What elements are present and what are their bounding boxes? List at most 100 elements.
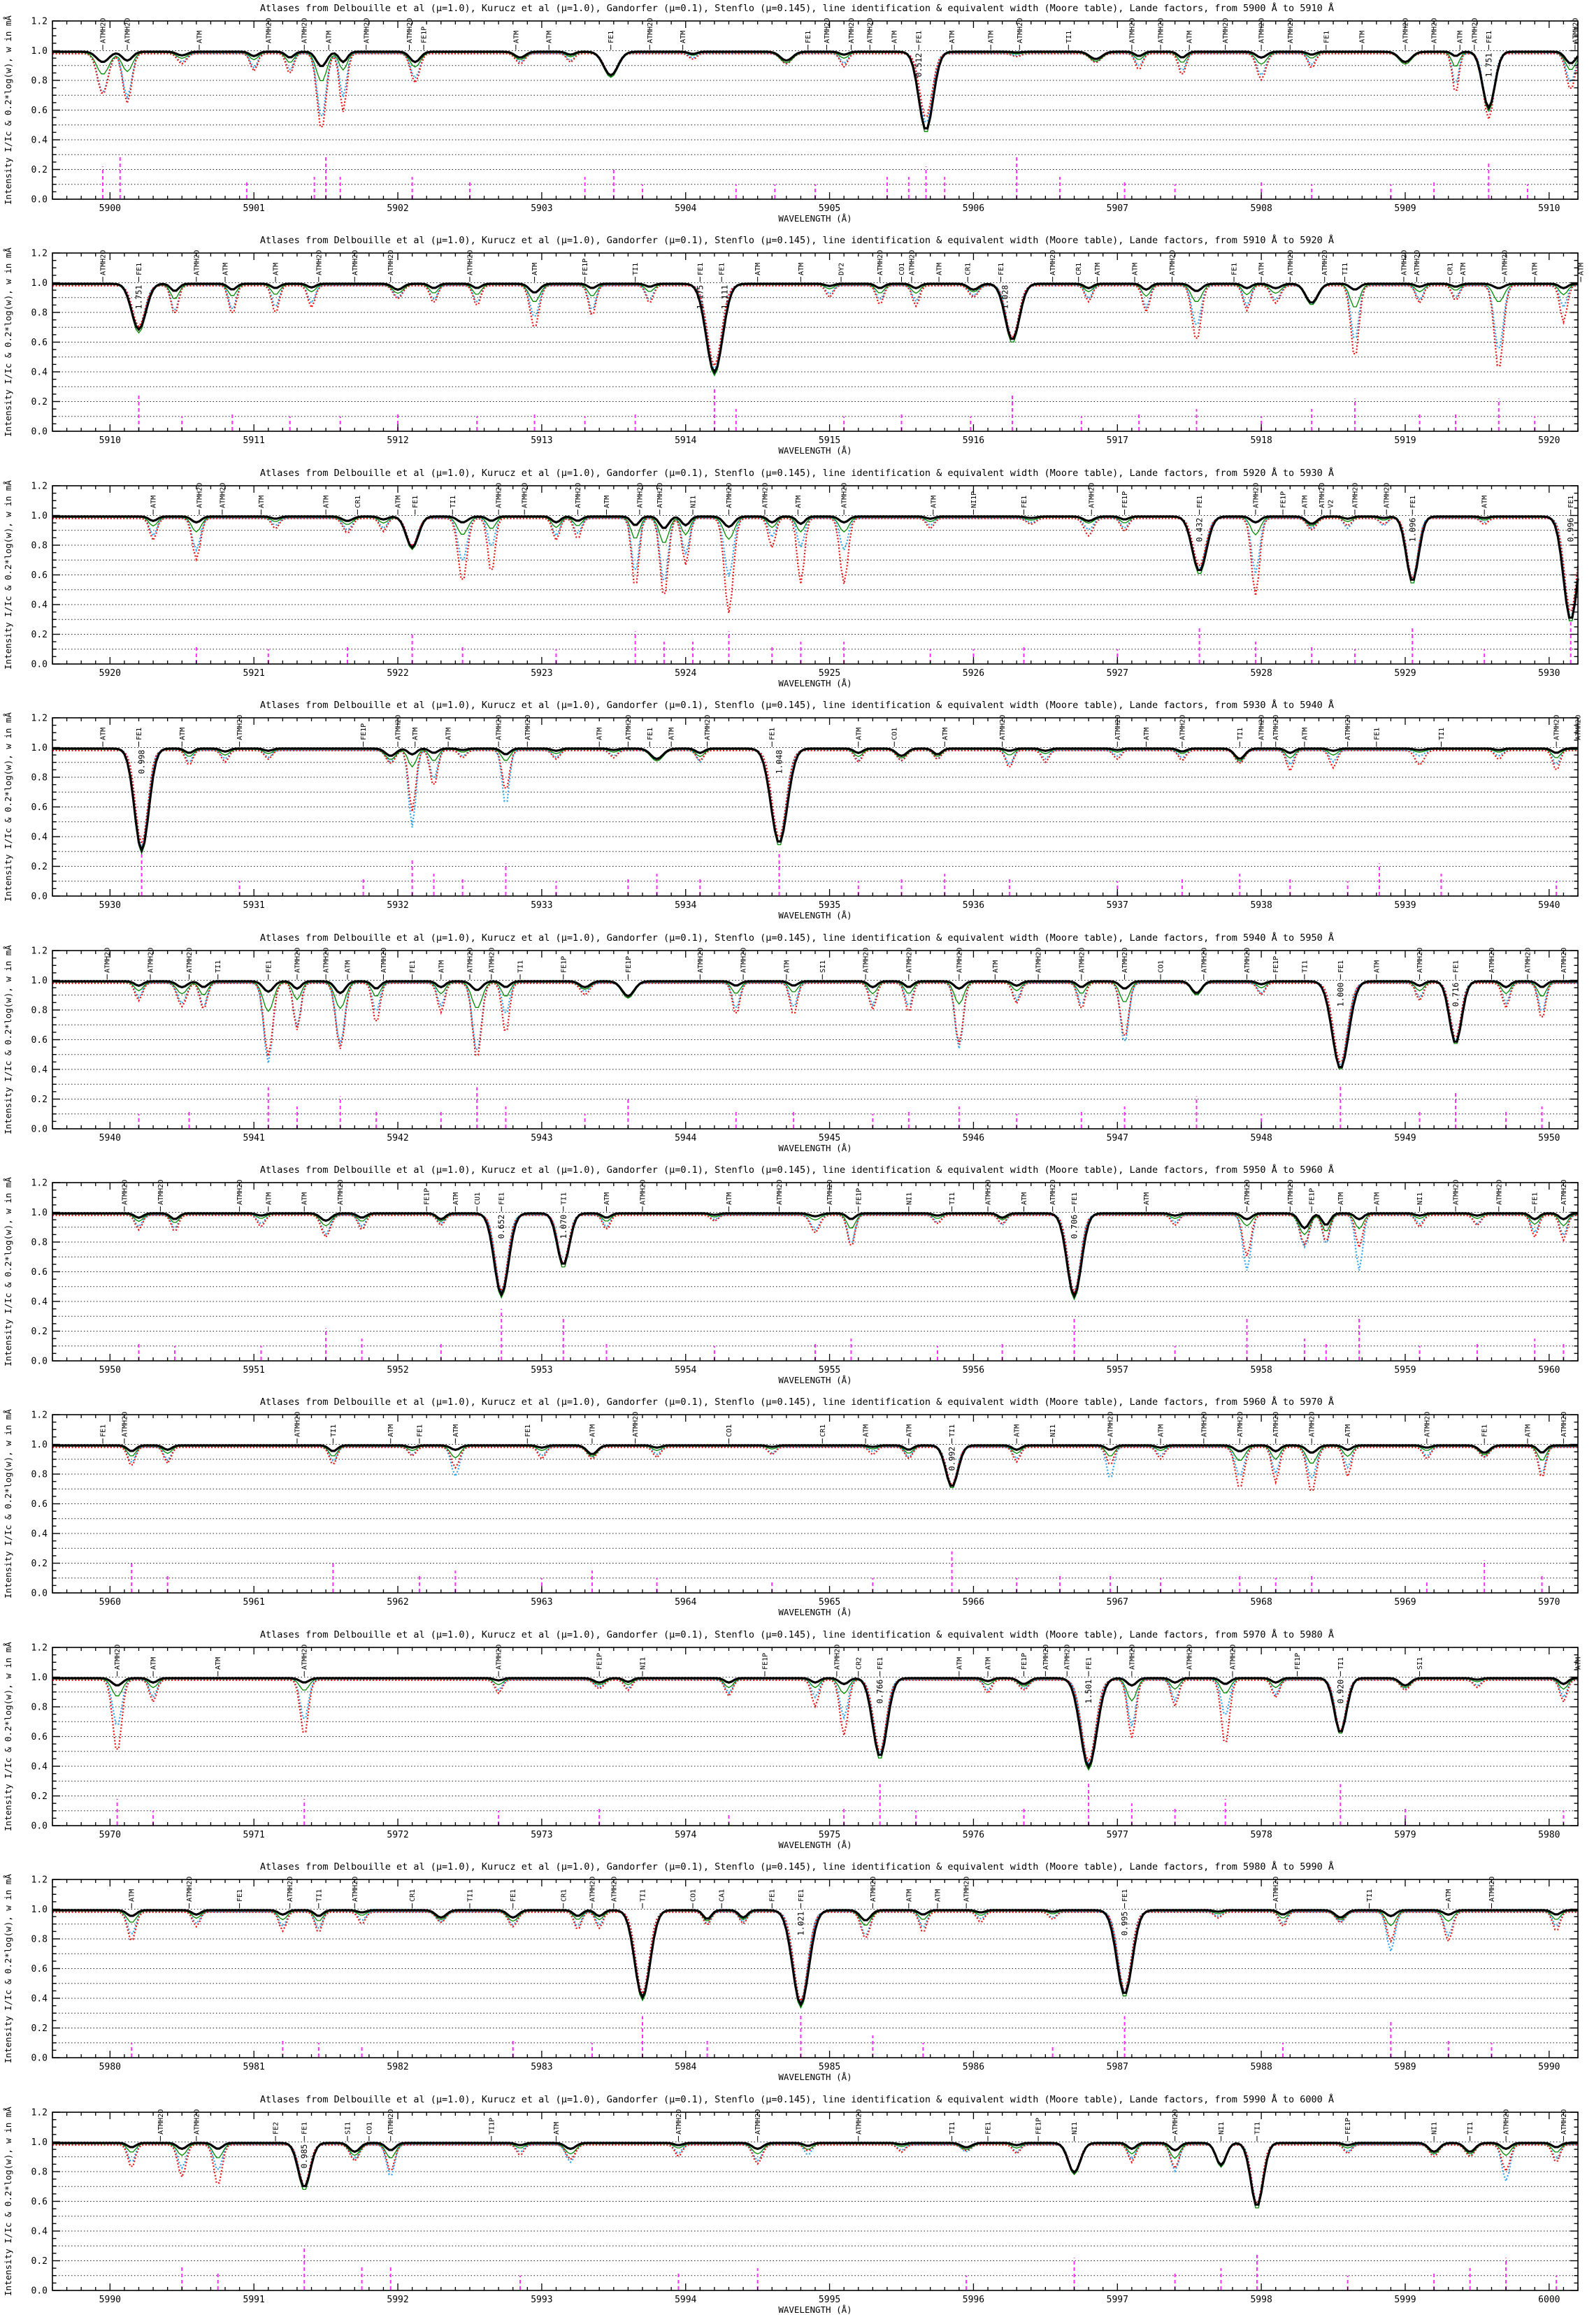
line-id-label: ATMH2O (1431, 18, 1439, 43)
x-tick-label: 5979 (1394, 1830, 1416, 1840)
line-id-label: ATMH2O (985, 1180, 993, 1205)
lande-factor-label: 1.111 (719, 285, 729, 310)
lande-factor-label: 0.652 (496, 1215, 506, 1239)
line-id-label: ATMH2O (1524, 948, 1532, 973)
line-id-label: TI1 (1342, 263, 1349, 275)
y-tick-label: 0.8 (31, 1703, 48, 1713)
line-id-label: ATMH2O (1237, 1412, 1244, 1437)
line-id-label: ATMH2O (754, 2109, 762, 2135)
line-id-label: TI1 (949, 1424, 956, 1437)
line-id-label: FE1 (524, 1424, 532, 1437)
y-axis-title: Intensity I/Ic & 0.2*log(w), w in mÅ (3, 712, 13, 902)
kurucz-curve (52, 52, 1579, 132)
line-id-label: CO1 (366, 2122, 373, 2135)
x-tick-label: 5981 (243, 2062, 265, 2072)
line-id-label: TI1 (560, 1192, 568, 1205)
line-id-label: TI1 (315, 1889, 323, 1902)
panel-plot: Atlases from Delbouille et al (μ=1.0), K… (3, 2093, 1579, 2315)
y-tick-label: 0.6 (31, 1267, 48, 1278)
x-tick-label: 5991 (243, 2295, 265, 2305)
line-id-label: SI1 (344, 2122, 352, 2135)
line-id-label: ATM (1186, 31, 1194, 43)
x-tick-label: 5984 (675, 2062, 696, 2072)
x-tick-label: 5946 (963, 1133, 984, 1143)
line-id-label: FE1P (1021, 1653, 1028, 1670)
line-id-label: ATM (668, 728, 676, 740)
line-id-label: ATMH2O (1495, 1180, 1503, 1205)
line-id-label: FE1 (416, 1424, 424, 1437)
spectrum-panel-5930-5940: Atlases from Delbouille et al (μ=1.0), K… (0, 697, 1594, 930)
line-id-label: CO1 (891, 728, 899, 740)
x-tick-label: 5936 (963, 900, 984, 911)
y-tick-label: 0.8 (31, 76, 48, 87)
line-id-label: FE1 (100, 1424, 108, 1437)
line-id-label: ATMH2O (1384, 483, 1391, 508)
line-id-label: ATMH2O (1351, 483, 1359, 508)
line-id-label: ATMH2O (1502, 250, 1509, 275)
line-id-label: ATM (798, 263, 805, 275)
gandorfer-curve (52, 1446, 1578, 1491)
lande-factor-label: 1.028 (1000, 285, 1010, 310)
x-tick-label: 5933 (531, 900, 552, 911)
line-id-label: ATM (1344, 1424, 1352, 1437)
line-id-label: TI1 (949, 2122, 956, 2135)
line-id-label: TI1 (1467, 2122, 1474, 2135)
y-tick-label: 0.4 (31, 136, 48, 146)
line-id-label: ATM (1021, 1192, 1028, 1205)
y-tick-label: 1.2 (31, 1643, 48, 1654)
panel-plot: Atlases from Delbouille et al (μ=1.0), K… (3, 1629, 1583, 1850)
line-id-label: NI1 (1431, 2122, 1439, 2135)
line-id-label: ATMH2O (1287, 250, 1295, 275)
line-id-label: ATM (323, 496, 331, 508)
x-tick-label: 5930 (99, 900, 121, 911)
line-id-label: ATM (129, 1889, 136, 1902)
spectrum-panel-5960-5970: Atlases from Delbouille et al (μ=1.0), K… (0, 1394, 1594, 1626)
y-axis-title: Intensity I/Ic & 0.2*log(w), w in mÅ (3, 945, 13, 1134)
line-id-label: ATMH2O (363, 18, 371, 43)
panel-title: Atlases from Delbouille et al (μ=1.0), K… (260, 2, 1334, 14)
line-id-label: ATMH2O (1414, 250, 1421, 275)
y-tick-label: 0.2 (31, 1327, 48, 1337)
line-id-label: ATMH2O (114, 1645, 122, 1670)
spectrum-panel-5940-5950: Atlases from Delbouille et al (μ=1.0), K… (0, 930, 1594, 1162)
x-tick-label: 5970 (1538, 1597, 1560, 1608)
x-tick-label: 5941 (243, 1133, 265, 1143)
line-id-label: ATM (754, 263, 762, 275)
line-id-label: FE1 (1409, 496, 1417, 508)
line-id-label: ATMH2O (193, 2109, 201, 2135)
line-id-label: FE1 (236, 1889, 244, 1902)
line-id-label: ATMH2O (675, 2109, 683, 2135)
y-tick-label: 0.6 (31, 2197, 48, 2207)
line-id-label: TI1 (1237, 728, 1244, 740)
line-id-label: ATMH2O (406, 18, 414, 43)
line-id-label: FE1 (798, 1889, 805, 1902)
x-tick-label: 5967 (1107, 1597, 1128, 1608)
line-id-label: ATM (452, 1424, 460, 1437)
delbouille-curve (52, 50, 1579, 130)
y-tick-label: 0.0 (31, 2286, 48, 2297)
line-id-label: ATMH2O (647, 18, 654, 43)
line-id-label: ATMH2O (265, 18, 273, 43)
line-id-label: ATMH2O (157, 1180, 165, 1205)
line-id-label: ATMH2O (100, 250, 108, 275)
lande-factor-label: 1.175 (695, 285, 705, 310)
line-id-label: ATMH2O (656, 483, 664, 508)
y-tick-label: 1.0 (31, 743, 48, 753)
line-id-label: ATMH2O (1309, 1412, 1316, 1437)
line-id-label: CA1 (719, 1889, 726, 1902)
y-tick-label: 0.6 (31, 1035, 48, 1046)
spectrum-panel-5970-5980: Atlases from Delbouille et al (μ=1.0), K… (0, 1626, 1594, 1859)
y-tick-label: 0.2 (31, 630, 48, 640)
line-id-label: ATMH2O (726, 483, 733, 508)
lande-factor-label: 1.096 (1407, 518, 1417, 542)
line-id-label: FE1 (877, 1657, 884, 1670)
x-tick-label: 5907 (1107, 203, 1128, 214)
x-tick-label: 5949 (1394, 1133, 1416, 1143)
panel-plot: Atlases from Delbouille et al (μ=1.0), K… (3, 2, 1579, 224)
line-id-label: FE1 (1086, 1657, 1093, 1670)
line-id-label: FE1P (1280, 491, 1288, 508)
line-id-label: ATMH2O (1503, 2109, 1511, 2135)
line-id-label: CR1 (560, 1889, 568, 1902)
line-id-label: ATMH2O (841, 483, 849, 508)
lande-factor-label: 1.751 (1484, 53, 1493, 78)
